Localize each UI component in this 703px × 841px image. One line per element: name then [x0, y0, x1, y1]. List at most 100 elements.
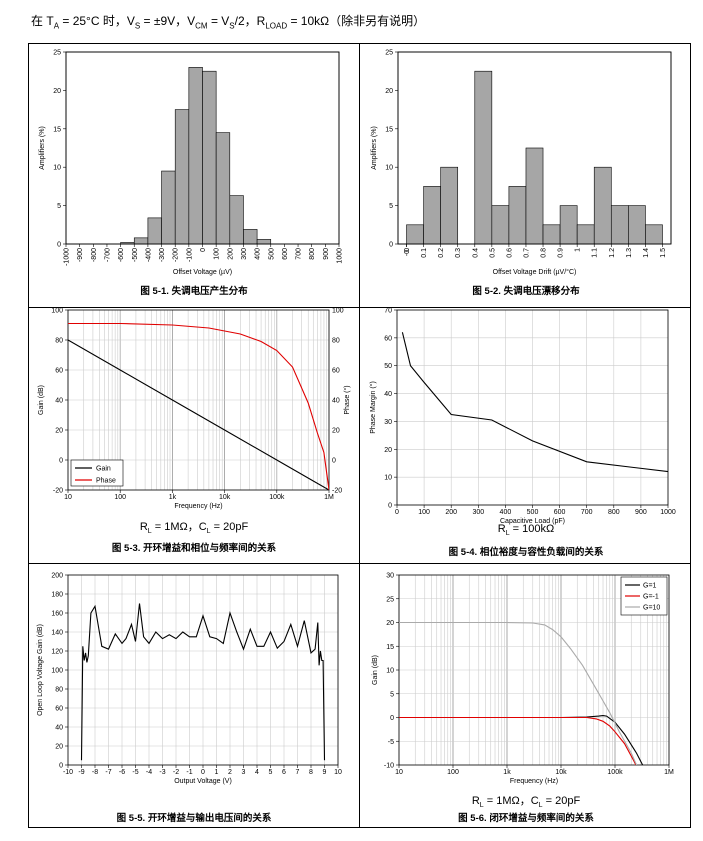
- y-tick-label: 30: [386, 573, 394, 580]
- x-tick-label: 0: [200, 248, 207, 252]
- x-tick-label: 0.2: [438, 248, 445, 258]
- x-tick-label: 0: [404, 248, 411, 252]
- figure-caption-5-1: 图 5-1. 失调电压产生分布: [140, 286, 248, 297]
- y-tick-label: 20: [385, 88, 393, 95]
- x-tick-label: 200: [227, 248, 234, 260]
- y-tick-label: 25: [386, 596, 394, 603]
- x-tick-label: 0.1: [421, 248, 428, 258]
- x-tick-label: -100: [186, 248, 193, 262]
- x-tick-label: 7: [296, 769, 300, 776]
- histogram-bar: [440, 166, 459, 245]
- x-tick-label: 0.3: [455, 248, 462, 258]
- y-tick-label: 180: [51, 592, 63, 599]
- x-tick-label: 500: [268, 248, 275, 260]
- y2-tick-label: 20: [332, 428, 340, 435]
- y-tick-label: 0: [388, 503, 392, 510]
- histogram-bar: [508, 186, 527, 245]
- chart-closed-loop-gain: -10 -5 0 5 10 15 20 25 30 10 100 1k 10k 100k 1M Frequen…: [372, 573, 674, 786]
- y-tick-label: 0: [57, 242, 61, 249]
- x-tick-label: 10k: [219, 494, 231, 501]
- x-tick-label: 1.1: [592, 248, 599, 258]
- y-tick-label: 200: [51, 573, 63, 580]
- y-tick-label: 25: [53, 50, 61, 57]
- x-tick-label: 1.4: [643, 248, 650, 258]
- x-tick-label: 1: [575, 248, 582, 252]
- x-tick-label: 400: [255, 248, 262, 260]
- y-tick-label: 60: [55, 706, 63, 713]
- plot-frame: [67, 574, 339, 766]
- y-tick-label: 80: [55, 338, 63, 345]
- y-tick-label: 60: [384, 335, 392, 342]
- legend-label: G=-1: [643, 594, 659, 601]
- y-tick-label: 5: [389, 203, 393, 210]
- x-tick-label: 500: [527, 509, 539, 516]
- plot-frame: [67, 309, 330, 491]
- y-tick-label: 10: [384, 475, 392, 482]
- plot-frame-top: [65, 51, 340, 245]
- y-axis-title: Gain (dB): [372, 655, 379, 685]
- figure-caption-5-6: 图 5-6. 闭环增益与频率间的关系: [458, 813, 594, 824]
- histogram-bar: [215, 132, 231, 245]
- x-tick-label: -200: [173, 248, 180, 262]
- y2-tick-label: 40: [332, 398, 340, 405]
- x-tick-label: -0.: [404, 248, 411, 256]
- x-tick-label: 0: [201, 769, 205, 776]
- x-tick-label: -4: [146, 769, 152, 776]
- x-tick-label: -6: [119, 769, 125, 776]
- y-tick-label: -10: [384, 763, 394, 770]
- histogram-bar: [542, 224, 561, 245]
- y-tick-label: 20: [384, 447, 392, 454]
- x-tick-label: 100: [447, 769, 459, 776]
- x-tick-label: 10: [395, 769, 403, 776]
- y-tick-label: 5: [390, 691, 394, 698]
- histogram-bar: [559, 205, 578, 245]
- x-tick-label: 3: [242, 769, 246, 776]
- y-tick-label: 40: [55, 398, 63, 405]
- x-tick-label: 10: [334, 769, 342, 776]
- grid-divider-row1: [28, 307, 691, 308]
- plot-frame: [398, 574, 670, 766]
- y-tick-label: 20: [53, 88, 61, 95]
- x-tick-label: -2: [173, 769, 179, 776]
- y-axis-title: Phase Margin (°): [369, 381, 377, 434]
- x-axis-title: Offset Voltage Drift (µV/°C): [493, 268, 577, 276]
- histogram-bar: [161, 170, 176, 245]
- y-tick-label: 10: [53, 165, 61, 172]
- x-tick-label: 600: [554, 509, 566, 516]
- histogram-bar: [423, 186, 441, 245]
- y-tick-label: 140: [51, 630, 63, 637]
- y-tick-label: -20: [53, 488, 63, 495]
- x-tick-label: 1000: [660, 509, 676, 516]
- x-tick-label: 0.5: [489, 248, 496, 258]
- x-tick-label: 100: [214, 248, 221, 260]
- x-tick-label: 10k: [555, 769, 567, 776]
- x-tick-label: -500: [132, 248, 139, 262]
- x-tick-label: 300: [472, 509, 484, 516]
- x-tick-label: 100: [114, 494, 126, 501]
- y-tick-label: 120: [51, 649, 63, 656]
- x-tick-label: 1.2: [609, 248, 616, 258]
- x-axis-title: Offset Voltage (µV): [173, 269, 232, 276]
- legend-label: G=10: [643, 605, 660, 612]
- x-tick-label: 800: [608, 509, 620, 516]
- x-tick-label: -300: [159, 248, 166, 262]
- histogram-bar: [593, 166, 612, 245]
- grid-divider-row2: [28, 563, 691, 564]
- x-tick-label: 1.3: [626, 248, 633, 258]
- y2-tick-label: -20: [332, 488, 342, 495]
- x-axis-title: Frequency (Hz): [510, 778, 558, 785]
- x-tick-label: 1.5: [660, 248, 667, 258]
- legend-box: [70, 459, 124, 487]
- histogram-bar: [174, 109, 190, 245]
- legend-label: Gain: [96, 466, 111, 473]
- y-tick-label: 50: [384, 363, 392, 370]
- y-tick-label: 25: [385, 50, 393, 57]
- x-tick-label: -5: [132, 769, 138, 776]
- x-tick-label: 300: [241, 248, 248, 260]
- y2-tick-label: 100: [332, 308, 344, 315]
- y-tick-label: 20: [386, 620, 394, 627]
- y2-axis-title: Phase (°): [343, 385, 351, 414]
- histogram-bar: [474, 70, 493, 245]
- x-tick-label: 100k: [269, 494, 285, 501]
